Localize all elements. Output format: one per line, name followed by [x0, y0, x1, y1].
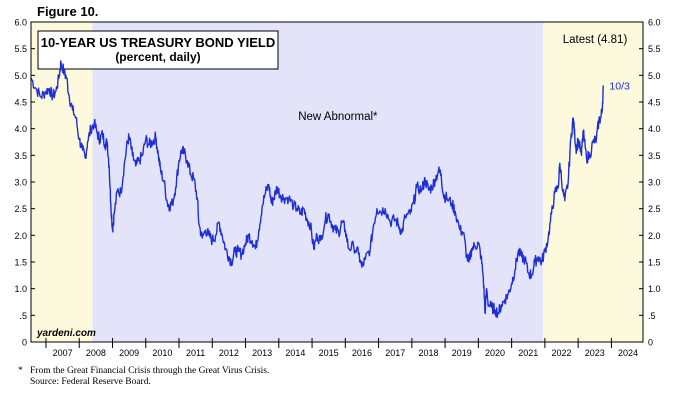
y-tick-label-right: 2.5 — [648, 204, 661, 214]
series-end-label: 10/3 — [609, 80, 630, 92]
source-note: Source: Federal Reserve Board. — [30, 377, 151, 387]
footnote: * From the Great Financial Crisis through… — [18, 366, 678, 388]
x-tick-label: 2012 — [219, 348, 239, 358]
x-tick-label: 2019 — [452, 348, 472, 358]
y-tick-label-left: 1.5 — [14, 258, 27, 268]
latest-annotation: Latest (4.81) — [563, 34, 628, 46]
y-tick-label-right: 5.0 — [648, 71, 661, 81]
region-labels: New Abnormal* — [298, 111, 378, 123]
footnote-line: * From the Great Financial Crisis through… — [18, 366, 678, 377]
y-tick-label-left: 4.5 — [14, 98, 27, 108]
shaded-region-2 — [543, 22, 643, 342]
y-tick-label-left: .5 — [19, 311, 27, 321]
x-tick-label: 2024 — [618, 348, 638, 358]
region-label: New Abnormal* — [298, 111, 378, 123]
axes: 0 0 .5 .5 1.0 1.0 1.5 1.5 2.0 2.0 2.5 2.5 3.0 3.0 3.5 3… — [14, 18, 660, 359]
figure-label: Figure 10. — [37, 4, 99, 19]
y-tick-label-right: 3.5 — [648, 151, 661, 161]
y-tick-label-right: 4.0 — [648, 124, 661, 134]
y-tick-label-left: 4.0 — [14, 124, 27, 134]
title-box — [37, 30, 279, 70]
shaded-regions — [31, 22, 643, 342]
chart-subtitle: (percent, daily) — [115, 50, 200, 64]
y-tick-label-right: 5.5 — [648, 44, 661, 54]
x-tick-label: 2015 — [319, 348, 339, 358]
chart-title: 10-YEAR US TREASURY BOND YIELD — [41, 35, 276, 50]
y-tick-label-right: 0 — [648, 338, 653, 348]
x-tick-label: 2009 — [119, 348, 139, 358]
y-tick-label-left: 1.0 — [14, 284, 27, 294]
footnote-marker: * — [18, 366, 23, 376]
x-tick-label: 2022 — [551, 348, 571, 358]
x-tick-label: 2008 — [86, 348, 106, 358]
y-tick-label-left: 3.5 — [14, 151, 27, 161]
y-tick-label-right: 6.0 — [648, 18, 661, 28]
x-tick-label: 2021 — [518, 348, 538, 358]
y-tick-label-right: 4.5 — [648, 98, 661, 108]
x-tick-label: 2016 — [352, 348, 372, 358]
y-tick-label-left: 0 — [22, 338, 27, 348]
x-tick-label: 2010 — [152, 348, 172, 358]
y-tick-label-right: 1.5 — [648, 258, 661, 268]
footnote-text: From the Great Financial Crisis through … — [30, 366, 270, 376]
x-tick-label: 2013 — [252, 348, 272, 358]
x-tick-label: 2014 — [285, 348, 305, 358]
series-layer — [30, 60, 605, 319]
series-line — [30, 60, 605, 319]
y-tick-label-left: 5.0 — [14, 71, 27, 81]
x-tick-label: 2011 — [186, 348, 205, 358]
y-tick-label-right: 3.0 — [648, 178, 661, 188]
shaded-region-0 — [31, 22, 93, 342]
x-tick-label: 2018 — [418, 348, 438, 358]
x-tick-label: 2007 — [53, 348, 73, 358]
y-tick-label-right: .5 — [648, 311, 656, 321]
y-tick-label-left: 6.0 — [14, 18, 27, 28]
y-tick-label-left: 2.0 — [14, 231, 27, 241]
watermark: yardeni.com — [36, 328, 96, 339]
y-tick-label-left: 5.5 — [14, 44, 27, 54]
y-tick-label-left: 3.0 — [14, 178, 27, 188]
x-tick-label: 2023 — [585, 348, 605, 358]
end-label-layer: 10/3 — [609, 80, 630, 92]
y-tick-label-left: 2.5 — [14, 204, 27, 214]
y-tick-label-right: 1.0 — [648, 284, 661, 294]
y-tick-label-right: 2.0 — [648, 231, 661, 241]
x-tick-label: 2017 — [385, 348, 405, 358]
shaded-region-1 — [92, 22, 544, 342]
x-tick-label: 2020 — [485, 348, 505, 358]
